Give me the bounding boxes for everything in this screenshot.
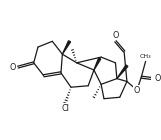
Text: O: O xyxy=(134,86,140,95)
Polygon shape xyxy=(117,65,128,79)
Polygon shape xyxy=(94,58,101,70)
Polygon shape xyxy=(62,41,71,54)
Text: O: O xyxy=(154,74,161,83)
Text: CH₃: CH₃ xyxy=(140,54,151,59)
Text: O: O xyxy=(9,63,16,72)
Text: O: O xyxy=(112,31,119,40)
Text: Cl: Cl xyxy=(61,104,69,113)
